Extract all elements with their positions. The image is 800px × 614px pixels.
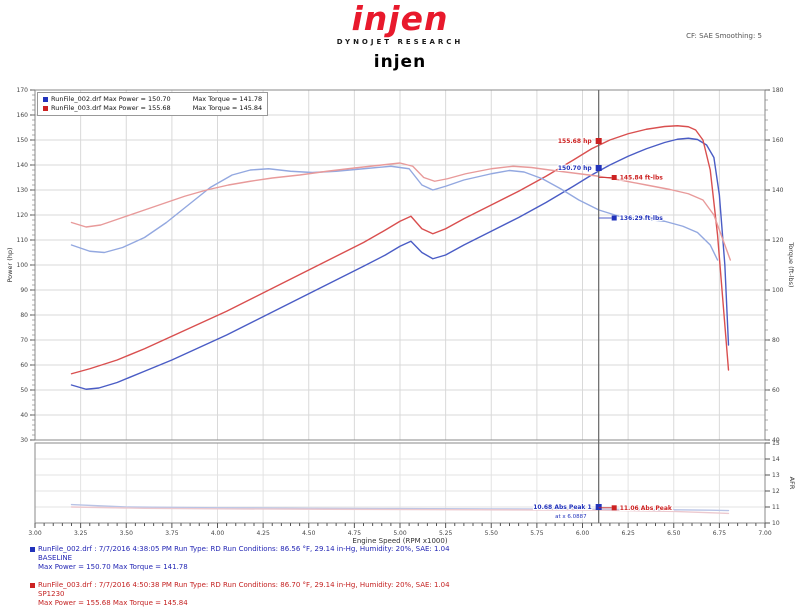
torque-tick-label: 180 <box>772 87 784 94</box>
baseline-run-max: Max Power = 150.70 Max Torque = 141.78 <box>38 563 188 571</box>
power-tick-label: 100 <box>17 262 29 269</box>
baseline-power-cursor-label: 150.70 hp <box>558 165 593 172</box>
power-tick-label: 140 <box>17 162 29 169</box>
x-tick-label: 6.75 <box>713 530 727 537</box>
power-tick-label: 80 <box>20 312 28 319</box>
x-tick-label: 5.25 <box>439 530 453 537</box>
afr-axis-title: AFR <box>788 477 796 490</box>
baseline-afr-peak-label-marker-icon <box>595 504 602 510</box>
legend-injen-power: RunFile_003.drf Max Power = 155.68 <box>51 104 171 112</box>
x-tick-label: 4.00 <box>211 530 225 537</box>
x-axis-title: Engine Speed (RPM x1000) <box>352 537 447 545</box>
power-tick-label: 90 <box>20 287 28 294</box>
torque-tick-label: 100 <box>772 287 784 294</box>
injen-power-cursor-label-marker-icon <box>595 138 602 144</box>
injen-run-max: Max Power = 155.68 Max Torque = 145.84 <box>38 599 188 607</box>
legend-baseline-torque: Max Torque = 141.78 <box>192 95 263 103</box>
dynojet-research-label: DYNOJET RESEARCH <box>336 38 464 46</box>
injen-swatch-icon <box>30 583 35 588</box>
torque-tick-label: 140 <box>772 187 784 194</box>
baseline-swatch-icon <box>43 97 48 102</box>
legend-baseline-power: RunFile_002.drf Max Power = 150.70 <box>51 95 171 103</box>
torque-tick-label: 160 <box>772 137 784 144</box>
injen-run-name: SP1230 <box>38 590 65 598</box>
torque-tick-label: 120 <box>772 237 784 244</box>
afr-tick-label: 15 <box>772 440 780 447</box>
torque-tick-label: 60 <box>772 387 780 394</box>
afr-tick-label: 11 <box>772 504 780 511</box>
baseline-afr-peak-label: 10.68 Abs Peak 1 <box>533 504 591 511</box>
injen-afr-peak-label: 11.06 Abs Peak <box>620 505 673 512</box>
baseline-afr-curve <box>70 503 730 512</box>
legend-row-injen: RunFile_003.drf Max Power = 155.68 Max T… <box>43 104 262 113</box>
x-tick-label: 4.50 <box>302 530 316 537</box>
afr-tick-label: 14 <box>772 456 780 463</box>
x-tick-label: 3.75 <box>165 530 179 537</box>
torque-tick-label: 80 <box>772 337 780 344</box>
injen-torque-cursor-label-marker-icon <box>611 175 617 180</box>
legend-row-baseline: RunFile_002.drf Max Power = 150.70 Max T… <box>43 95 262 104</box>
x-tick-label: 3.25 <box>74 530 88 537</box>
x-tick-label: 4.25 <box>256 530 270 537</box>
x-tick-label: 3.00 <box>28 530 42 537</box>
power-tick-label: 160 <box>17 112 29 119</box>
torque-tick-label: 40 <box>772 437 780 444</box>
header: injen DYNOJET RESEARCH injen <box>0 0 800 72</box>
power-tick-label: 70 <box>20 337 28 344</box>
x-tick-label: 5.75 <box>530 530 544 537</box>
power-tick-label: 120 <box>17 212 29 219</box>
injen-afr-curve <box>70 506 730 515</box>
injen-torque-curve <box>70 162 732 261</box>
run-info-footer: RunFile_002.drf : 7/7/2016 4:38:05 PM Ru… <box>30 545 450 614</box>
injen-afr-peak-label-marker-icon <box>611 505 617 511</box>
power-axis-title: Power (hp) <box>6 247 14 282</box>
power-tick-label: 50 <box>20 387 28 394</box>
power-tick-label: 110 <box>17 237 29 244</box>
baseline-torque-cursor-label: 136.29 ft-lbs <box>620 215 664 222</box>
power-tick-label: 60 <box>20 362 28 369</box>
baseline-run-details: RunFile_002.drf : 7/7/2016 4:38:05 PM Ru… <box>38 545 450 553</box>
x-tick-label: 6.50 <box>667 530 681 537</box>
injen-run-details: RunFile_003.drf : 7/7/2016 4:50:38 PM Ru… <box>38 581 450 589</box>
x-tick-label: 6.00 <box>576 530 590 537</box>
power-tick-label: 130 <box>17 187 29 194</box>
injen-torque-cursor-label: 145.84 ft-lbs <box>620 175 664 182</box>
torque-axis-title: Torque (ft-lbs) <box>787 241 795 287</box>
legend-box[interactable]: RunFile_002.drf Max Power = 150.70 Max T… <box>37 92 269 116</box>
run-info-baseline: RunFile_002.drf : 7/7/2016 4:38:05 PM Ru… <box>30 545 450 572</box>
x-tick-label: 6.25 <box>621 530 635 537</box>
baseline-power-curve <box>70 137 730 390</box>
power-tick-label: 150 <box>17 137 29 144</box>
baseline-torque-curve <box>70 165 719 261</box>
power-tick-label: 170 <box>17 87 29 94</box>
correction-smoothing-label: CF: SAE Smoothing: 5 <box>686 32 762 40</box>
afr-tick-label: 12 <box>772 488 780 495</box>
baseline-swatch-icon <box>30 547 35 552</box>
power-tick-label: 40 <box>20 412 28 419</box>
afr-tick-label: 13 <box>772 472 780 479</box>
baseline-afr-peak-label-sub: at x 6.0887 <box>555 514 587 520</box>
injen-power-cursor-label: 155.68 hp <box>558 138 593 145</box>
baseline-run-name: BASELINE <box>38 554 73 562</box>
run-info-injen: RunFile_003.drf : 7/7/2016 4:50:38 PM Ru… <box>30 581 450 608</box>
injen-logo: injen <box>351 0 449 38</box>
x-tick-label: 4.75 <box>348 530 362 537</box>
x-tick-label: 5.00 <box>393 530 407 537</box>
injen-swatch-icon <box>43 106 48 111</box>
baseline-power-cursor-label-marker-icon <box>595 165 602 171</box>
legend-injen-torque: Max Torque = 145.84 <box>192 104 263 112</box>
afr-tick-label: 10 <box>772 520 780 527</box>
power-tick-label: 30 <box>20 437 28 444</box>
injen-power-curve <box>70 125 730 375</box>
graph-title: injen <box>373 52 427 72</box>
x-tick-label: 5.50 <box>485 530 499 537</box>
baseline-torque-cursor-label-marker-icon <box>611 215 617 221</box>
x-tick-label: 7.00 <box>758 530 772 537</box>
x-tick-label: 3.50 <box>120 530 134 537</box>
